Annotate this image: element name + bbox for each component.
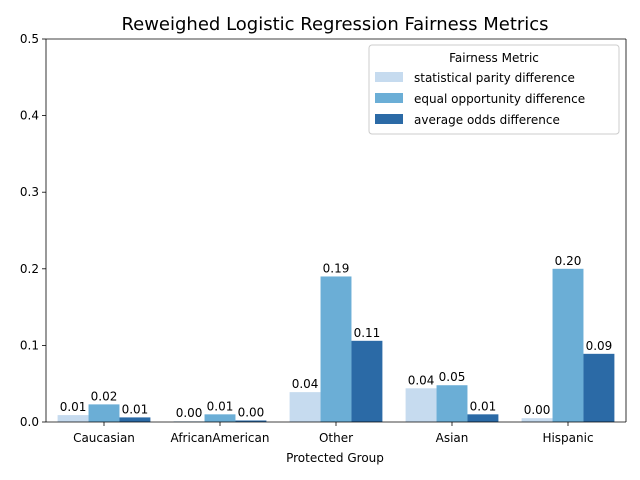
bar-3-1: [436, 385, 468, 422]
bar-value-label: 0.09: [586, 339, 613, 353]
legend-swatch: [375, 114, 403, 124]
bar-2-0: [289, 392, 321, 422]
bar-labels-group: 0.01 0.00 0.04 0.04 0.00 0.02 0.01 0.19 0.05 0.20…: [60, 254, 613, 420]
bar-value-label: 0.05: [439, 370, 466, 384]
bar-value-label: 0.00: [524, 403, 551, 417]
bar-1-1: [204, 414, 236, 422]
y-tick-label: 0.3: [20, 185, 39, 199]
y-tick-label: 0.1: [20, 338, 39, 352]
legend-swatch: [375, 72, 403, 82]
bar-value-label: 0.19: [323, 261, 350, 275]
bar-value-label: 0.02: [91, 389, 118, 403]
x-tick-label: Asian: [436, 431, 469, 445]
bar-0-0: [57, 415, 89, 422]
y-tick-label: 0.0: [20, 415, 39, 429]
bar-1-2: [235, 420, 267, 422]
legend-entry-label: statistical parity difference: [414, 71, 575, 85]
bar-value-label: 0.00: [176, 406, 203, 420]
bar-4-1: [552, 268, 584, 422]
legend: Fairness Metric statistical parity differ…: [368, 44, 620, 135]
bar-value-label: 0.04: [292, 377, 319, 391]
chart-title: Reweighed Logistic Regression Fairness M…: [121, 14, 548, 35]
bar-2-1: [320, 276, 352, 422]
bar-0-2: [119, 417, 151, 422]
x-tick-label: Caucasian: [73, 431, 135, 445]
x-tick-label: Hispanic: [542, 431, 593, 445]
bar-value-label: 0.01: [122, 402, 149, 416]
bar-value-label: 0.01: [470, 399, 497, 413]
bars-group: [57, 268, 615, 422]
bar-2-2: [351, 340, 383, 422]
bar-4-0: [521, 418, 553, 422]
bar-4-2: [583, 353, 615, 422]
legend-entry-label: average odds difference: [414, 113, 560, 127]
bar-value-label: 0.20: [555, 254, 582, 268]
bar-3-0: [405, 388, 437, 422]
legend-swatch: [375, 93, 403, 103]
y-tick-label: 0.2: [20, 262, 39, 276]
x-axis-label: Protected Group: [286, 451, 384, 465]
legend-box: [368, 44, 620, 135]
bar-value-label: 0.01: [207, 399, 234, 413]
bar-0-1: [88, 404, 120, 422]
legend-entry-label: equal opportunity difference: [414, 92, 585, 106]
bar-3-2: [467, 414, 499, 422]
bar-value-label: 0.11: [354, 326, 381, 340]
bar-value-label: 0.04: [408, 373, 435, 387]
bar-value-label: 0.00: [238, 405, 265, 419]
x-tick-label: AfricanAmerican: [171, 431, 270, 445]
axes-group: 0.0 0.1 0.2 0.3 0.4 0.5 Caucasian AfricanAmeric…: [20, 32, 627, 445]
legend-title: Fairness Metric: [449, 51, 539, 65]
y-tick-label: 0.5: [20, 32, 39, 46]
bar-value-label: 0.01: [60, 400, 87, 414]
x-tick-label: Other: [319, 431, 353, 445]
y-tick-label: 0.4: [20, 109, 39, 123]
